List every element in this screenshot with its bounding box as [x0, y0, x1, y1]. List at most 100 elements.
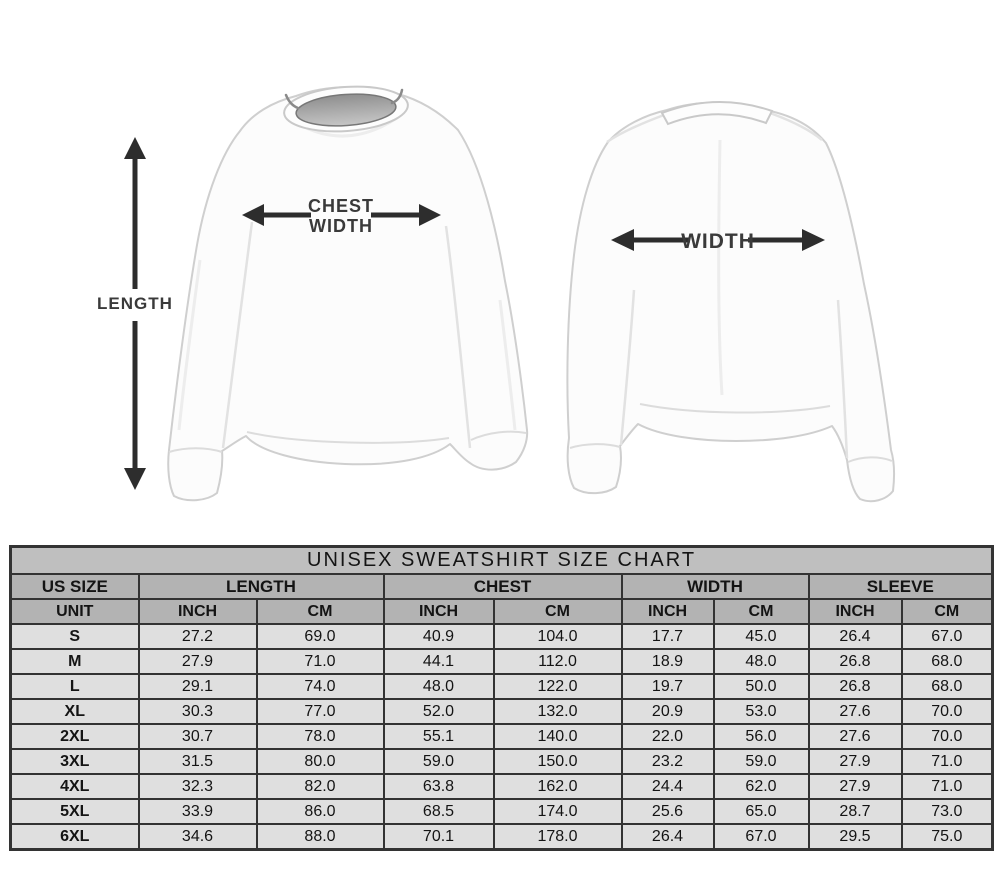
measurement-cell: 24.4: [620, 773, 715, 800]
chest-width-label-line2: WIDTH: [309, 216, 373, 236]
measurement-cell: 140.0: [492, 723, 623, 750]
measurement-cell: 33.9: [137, 798, 258, 825]
measurement-cell: 59.0: [382, 748, 495, 775]
front-left-sleeve-seam: [221, 221, 254, 449]
measurement-cell: 18.9: [620, 648, 715, 675]
measurement-cell: 30.3: [137, 698, 258, 725]
us-size-cell: M: [9, 648, 140, 675]
back-right-sleeve-seam: [836, 299, 849, 459]
table-row-2xl: 2XL 30.7 78.0 55.1 140.0 22.0 56.0 27.6 …: [9, 723, 994, 750]
us-size-cell: 2XL: [9, 723, 140, 750]
measurement-cell: 71.0: [255, 648, 385, 675]
front-right-cuff-top: [470, 430, 527, 441]
back-collar-band: [660, 100, 774, 126]
back-left-cuff-top: [569, 443, 621, 449]
measurement-cell: 26.8: [807, 673, 903, 700]
measurement-cell: 86.0: [255, 798, 385, 825]
measurement-cell: 27.9: [807, 773, 903, 800]
measurement-cell: 174.0: [492, 798, 623, 825]
measurement-cell: 19.7: [620, 673, 715, 700]
measurement-cell: 22.0: [620, 723, 715, 750]
header-width: WIDTH: [620, 573, 810, 600]
measurement-cell: 67.0: [712, 823, 810, 851]
front-right-sleeve-fold: [498, 299, 517, 431]
front-collar-right-notch: [390, 88, 404, 105]
measurement-cell: 68.0: [900, 648, 994, 675]
chest-width-arrow: CHEST WIDTH: [242, 196, 441, 236]
back-left-shoulder-seam: [606, 113, 665, 144]
unit-cell: CM: [712, 598, 810, 625]
measurement-cell: 56.0: [712, 723, 810, 750]
table-row-3xl: 3XL 31.5 80.0 59.0 150.0 23.2 59.0 27.9 …: [9, 748, 994, 775]
back-left-sleeve-seam: [619, 289, 636, 446]
unit-cell: CM: [255, 598, 385, 625]
measurement-cell: 31.5: [137, 748, 258, 775]
table-row-4xl: 4XL 32.3 82.0 63.8 162.0 24.4 62.0 27.9 …: [9, 773, 994, 800]
unit-cell: CM: [900, 598, 994, 625]
front-left-cuff-top: [168, 447, 223, 453]
header-sleeve: SLEEVE: [807, 573, 994, 600]
chest-width-arrow-left-head: [242, 204, 264, 226]
back-sweatshirt-body: [566, 101, 896, 503]
measurement-cell: 122.0: [492, 673, 623, 700]
back-hem-band-top: [639, 403, 831, 414]
length-label: LENGTH: [97, 294, 173, 313]
us-size-cell: 3XL: [9, 748, 140, 775]
front-collar-left-notch: [284, 93, 300, 110]
measurement-cell: 112.0: [492, 648, 623, 675]
measurement-cell: 45.0: [712, 623, 810, 650]
measurement-cell: 50.0: [712, 673, 810, 700]
length-arrow-up-head: [124, 137, 146, 159]
measurement-cell: 80.0: [255, 748, 385, 775]
measurement-cell: 65.0: [712, 798, 810, 825]
measurement-cell: 28.7: [807, 798, 903, 825]
unit-cell: INCH: [382, 598, 495, 625]
back-width-arrow-right-head: [802, 229, 825, 251]
front-neck-opening: [295, 93, 397, 127]
table-row-m: M 27.9 71.0 44.1 112.0 18.9 48.0 26.8 68…: [9, 648, 994, 675]
measurement-cell: 34.6: [137, 823, 258, 851]
group-header-row: US SIZE LENGTH CHEST WIDTH SLEEVE: [9, 573, 994, 600]
measurement-cell: 62.0: [712, 773, 810, 800]
front-hem-band-top: [246, 431, 450, 444]
unit-cell: CM: [492, 598, 623, 625]
chest-width-arrow-right-head: [419, 204, 441, 226]
table-row-6xl: 6XL 34.6 88.0 70.1 178.0 26.4 67.0 29.5 …: [9, 823, 994, 851]
unit-cell: INCH: [807, 598, 903, 625]
front-sweatshirt-illustration: [167, 85, 529, 502]
measurement-cell: 70.0: [900, 723, 994, 750]
measurement-cell: 67.0: [900, 623, 994, 650]
table-title: UNISEX SWEATSHIRT SIZE CHART: [9, 545, 994, 575]
measurement-cell: 59.0: [712, 748, 810, 775]
header-length: LENGTH: [137, 573, 385, 600]
measurement-cell: 73.0: [900, 798, 994, 825]
measurement-cell: 69.0: [255, 623, 385, 650]
length-arrow: LENGTH: [97, 137, 173, 490]
unit-cell: INCH: [620, 598, 715, 625]
measurement-cell: 48.0: [382, 673, 495, 700]
us-size-cell: 6XL: [9, 823, 140, 851]
table-row-s: S 27.2 69.0 40.9 104.0 17.7 45.0 26.4 67…: [9, 623, 994, 650]
measurement-cell: 178.0: [492, 823, 623, 851]
back-width-arrow: WIDTH: [611, 229, 825, 253]
measurement-cell: 162.0: [492, 773, 623, 800]
measurement-cell: 29.1: [137, 673, 258, 700]
back-sweatshirt-illustration: [566, 100, 896, 503]
measurement-cell: 71.0: [900, 748, 994, 775]
measurement-cell: 150.0: [492, 748, 623, 775]
measurement-cell: 74.0: [255, 673, 385, 700]
measurement-cell: 29.5: [807, 823, 903, 851]
measurement-cell: 27.6: [807, 698, 903, 725]
measurement-cell: 104.0: [492, 623, 623, 650]
measurement-cell: 30.7: [137, 723, 258, 750]
measurement-cell: 88.0: [255, 823, 385, 851]
measurement-cell: 25.6: [620, 798, 715, 825]
chest-width-label-line1: CHEST: [308, 196, 374, 216]
unit-header-row: UNIT INCH CM INCH CM INCH CM INCH CM: [9, 598, 994, 625]
table-title-row: UNISEX SWEATSHIRT SIZE CHART: [9, 545, 994, 575]
header-chest: CHEST: [382, 573, 623, 600]
us-size-cell: S: [9, 623, 140, 650]
measurement-cell: 32.3: [137, 773, 258, 800]
back-width-arrow-left-head: [611, 229, 634, 251]
measurement-cell: 68.5: [382, 798, 495, 825]
